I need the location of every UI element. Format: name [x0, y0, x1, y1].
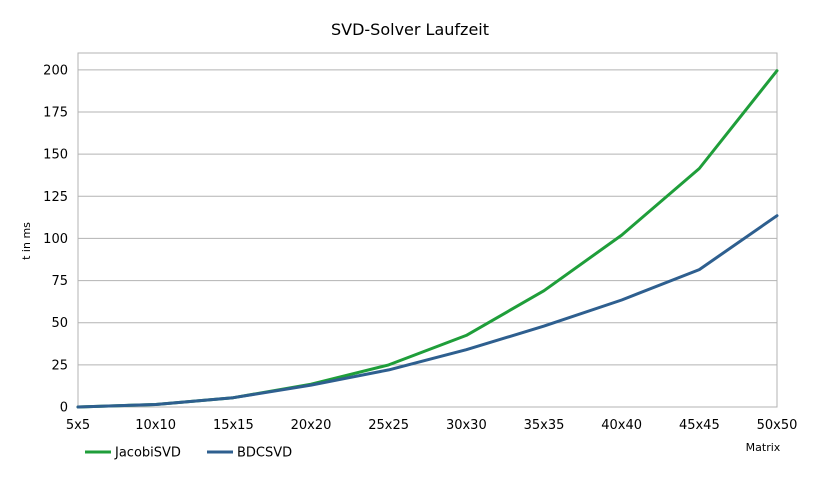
x-tick-label: 45x45	[679, 418, 720, 433]
x-tick-label: 20x20	[291, 418, 332, 433]
x-tick-label: 30x30	[446, 418, 487, 433]
series-line-bdcsvd	[76, 214, 779, 409]
legend: JacobiSVD BDCSVD	[85, 446, 292, 461]
y-tick-label: 75	[51, 274, 68, 289]
plot-area-border	[77, 52, 778, 408]
data-series	[76, 69, 779, 409]
y-tick-label: 200	[43, 63, 68, 78]
x-axis-label: Matrix	[746, 441, 781, 454]
y-tick-label: 25	[51, 358, 68, 373]
x-tick-label: 5x5	[66, 418, 90, 433]
y-tick-label: 100	[43, 232, 68, 247]
y-tick-label: 175	[43, 106, 68, 121]
y-tick-label: 125	[43, 190, 68, 205]
x-tick-label: 50x50	[757, 418, 798, 433]
legend-label-jacobisvd: JacobiSVD	[114, 446, 181, 461]
chart-title: SVD-Solver Laufzeit	[331, 20, 489, 39]
x-tick-label: 35x35	[524, 418, 565, 433]
y-tick-label: 50	[51, 316, 68, 331]
x-tick-label: 25x25	[368, 418, 409, 433]
x-tick-label: 15x15	[213, 418, 254, 433]
y-tick-label: 150	[43, 148, 68, 163]
gridlines	[78, 69, 777, 408]
y-axis-tick-labels: 0 25 50 75 100 125 150 175 200	[43, 63, 68, 415]
y-axis-label: t in ms	[20, 222, 33, 260]
legend-label-bdcsvd: BDCSVD	[237, 446, 292, 461]
y-tick-label: 0	[60, 401, 68, 416]
x-axis-tick-labels: 5x5 10x10 15x15 20x20 25x25 30x30 35x35 40x40 45…	[66, 418, 798, 433]
x-tick-label: 40x40	[601, 418, 642, 433]
x-tick-label: 10x10	[135, 418, 176, 433]
